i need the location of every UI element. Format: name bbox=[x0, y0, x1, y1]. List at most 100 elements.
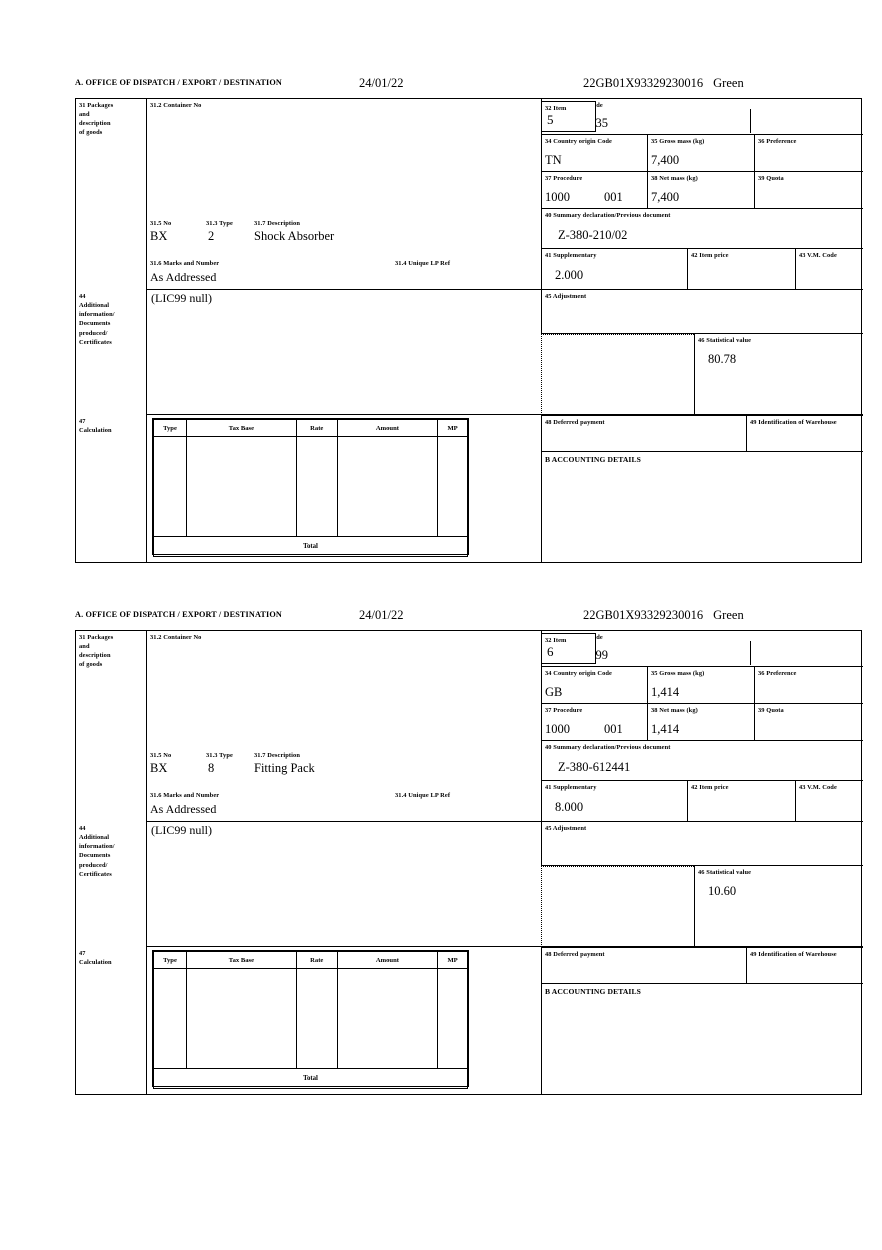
box-39-quota: 39 Quota bbox=[755, 172, 863, 209]
box-46-blank-area bbox=[541, 866, 694, 947]
packages-description-value: Fitting Pack bbox=[254, 761, 315, 775]
packages-description-value: Shock Absorber bbox=[254, 229, 335, 243]
box-44-stub: 44 Additional information/ Documents pro… bbox=[76, 290, 147, 415]
box-31-packages: 31.2 Container No 31.5 No 31.3 Type 31.7… bbox=[147, 631, 541, 822]
box-49-warehouse-identification: 49 Identification of Warehouse bbox=[747, 947, 863, 984]
cell-amount bbox=[336, 436, 439, 537]
marks-value: As Addressed bbox=[150, 270, 217, 284]
box-47-calculation: Type Tax Base Rate Amount MP bbox=[147, 415, 541, 562]
calculation-total-row: Total bbox=[153, 1068, 468, 1089]
box-42-caption: 42 Item price bbox=[691, 783, 729, 791]
box-b-caption: B ACCOUNTING DETAILS bbox=[545, 454, 641, 464]
packages-no-value: BX bbox=[150, 761, 168, 775]
office-of-dispatch-label: A. OFFICE OF DISPATCH / EXPORT / DESTINA… bbox=[75, 610, 282, 619]
box-34-value: GB bbox=[545, 684, 563, 699]
box-39-caption: 39 Quota bbox=[758, 174, 784, 182]
box-38-net-mass: 38 Net mass (kg) 7,400 bbox=[648, 172, 755, 209]
box-38-value: 7,400 bbox=[651, 189, 680, 204]
box-48-deferred-payment: 48 Deferred payment bbox=[541, 415, 747, 452]
box-47-stub-label: 47 Calculation bbox=[79, 417, 112, 434]
box-47-stub: 47 Calculation bbox=[76, 415, 147, 562]
box-37-value-group: 1000 001 bbox=[545, 723, 647, 736]
packages-type-caption: 31.3 Type bbox=[206, 220, 233, 227]
cell-tax-base bbox=[185, 436, 297, 537]
packages-no-value: BX bbox=[150, 229, 168, 243]
unique-lp-ref-caption: 31.4 Unique LP Ref bbox=[395, 792, 451, 799]
box-42-item-price: 42 Item price bbox=[688, 781, 796, 822]
box-42-item-price: 42 Item price bbox=[688, 249, 796, 290]
sad-form-item-5: A. OFFICE OF DISPATCH / EXPORT / DESTINA… bbox=[75, 76, 863, 563]
box-41-caption: 41 Supplementary bbox=[545, 783, 597, 791]
marks-caption: 31.6 Marks and Number bbox=[150, 792, 220, 799]
box-46-value: 80.78 bbox=[708, 351, 737, 366]
box-44-stub: 44 Additional information/ Documents pro… bbox=[76, 822, 147, 947]
lane-status: Green bbox=[713, 608, 744, 622]
box-46-blank-area bbox=[541, 334, 694, 415]
unique-lp-ref-caption: 31.4 Unique LP Ref bbox=[395, 260, 451, 267]
calculation-total-row: Total bbox=[153, 536, 468, 557]
box-b-accounting-details: B ACCOUNTING DETAILS bbox=[541, 984, 863, 1094]
col-rate: Rate bbox=[295, 951, 338, 969]
cell-mp bbox=[437, 968, 468, 1069]
box-47-calculation: Type Tax Base Rate Amount MP bbox=[147, 947, 541, 1094]
box-35-value: 7,400 bbox=[651, 152, 680, 167]
box-36-preference: 36 Preference bbox=[755, 135, 863, 172]
box-49-caption: 49 Identification of Warehouse bbox=[750, 418, 837, 426]
box-45-adjustment: 45 Adjustment bbox=[541, 822, 863, 866]
box-39-caption: 39 Quota bbox=[758, 706, 784, 714]
sad-form-item-6: A. OFFICE OF DISPATCH / EXPORT / DESTINA… bbox=[75, 608, 863, 1095]
cell-amount bbox=[336, 968, 439, 1069]
box-35-caption: 35 Gross mass (kg) bbox=[651, 137, 705, 145]
box-37-procedure: 37 Procedure 1000 001 bbox=[541, 704, 648, 741]
box-32-value: 5 bbox=[547, 111, 554, 127]
mrn-reference: 22GB01X93329230016 Green bbox=[583, 76, 744, 91]
box-37-procedure: 37 Procedure 1000 001 bbox=[541, 172, 648, 209]
box-33-value: 87088099 bbox=[558, 649, 863, 662]
box-39-quota: 39 Quota bbox=[755, 704, 863, 741]
box-b-caption: B ACCOUNTING DETAILS bbox=[545, 986, 641, 996]
box-35-caption: 35 Gross mass (kg) bbox=[651, 669, 705, 677]
box-38-value: 1,414 bbox=[651, 721, 680, 736]
box-44-additional-information: (LIC99 null) bbox=[147, 290, 541, 415]
box-40-previous-document: 40 Summary declaration/Previous document… bbox=[541, 209, 863, 249]
box-45-dotted-top bbox=[541, 866, 694, 867]
total-label: Total bbox=[153, 1068, 468, 1089]
box-31-stub-label: 31 Packages and description of goods bbox=[79, 633, 114, 669]
goods-description-group: 31.5 No 31.3 Type 31.7 Description BX 2 … bbox=[150, 219, 535, 248]
box-48-deferred-payment: 48 Deferred payment bbox=[541, 947, 747, 984]
box-34-value: TN bbox=[545, 152, 562, 167]
box-40-value: Z-380-612441 bbox=[558, 759, 631, 774]
box-45-dotted-top bbox=[541, 334, 694, 335]
box-44-value: (LIC99 null) bbox=[151, 822, 212, 837]
box-44-additional-information: (LIC99 null) bbox=[147, 822, 541, 947]
cell-tax-base bbox=[185, 968, 297, 1069]
calculation-header-row: Type Tax Base Rate Amount MP bbox=[153, 951, 468, 969]
container-no-caption: 31.2 Container No bbox=[150, 634, 202, 641]
box-47-stub: 47 Calculation bbox=[76, 947, 147, 1094]
box-31-stub: 31 Packages and description of goods bbox=[76, 99, 147, 290]
box-46-caption: 46 Statistical value bbox=[698, 336, 752, 344]
box-31-stub-label: 31 Packages and description of goods bbox=[79, 101, 114, 137]
box-36-preference: 36 Preference bbox=[755, 667, 863, 704]
calculation-empty-row bbox=[153, 436, 468, 537]
box-41-supplementary: 41 Supplementary 8.000 bbox=[541, 781, 688, 822]
box-34-country-origin: 34 Country origin Code GB bbox=[541, 667, 648, 704]
box-46-statistical-value: 46 Statistical value 10.60 bbox=[694, 866, 863, 947]
box-34-caption: 34 Country origin Code bbox=[545, 137, 612, 145]
mrn-value: 22GB01X93329230016 bbox=[583, 76, 704, 90]
calculation-empty-row bbox=[153, 968, 468, 1069]
box-49-warehouse-identification: 49 Identification of Warehouse bbox=[747, 415, 863, 452]
cell-rate bbox=[295, 436, 338, 537]
box-34-caption: 34 Country origin Code bbox=[545, 669, 612, 677]
box-45-dotted-divider bbox=[541, 866, 542, 947]
box-33-value: 87088035 bbox=[558, 117, 863, 130]
box-48-caption: 48 Deferred payment bbox=[545, 950, 605, 958]
box-35-gross-mass: 35 Gross mass (kg) 7,400 bbox=[648, 135, 755, 172]
box-38-net-mass: 38 Net mass (kg) 1,414 bbox=[648, 704, 755, 741]
box-43-vm-code: 43 V.M. Code bbox=[796, 781, 863, 822]
box-37-caption: 37 Procedure bbox=[545, 706, 583, 714]
box-43-caption: 43 V.M. Code bbox=[799, 783, 837, 791]
packages-description-caption: 31.7 Description bbox=[254, 220, 300, 227]
form-header: A. OFFICE OF DISPATCH / EXPORT / DESTINA… bbox=[75, 76, 862, 98]
